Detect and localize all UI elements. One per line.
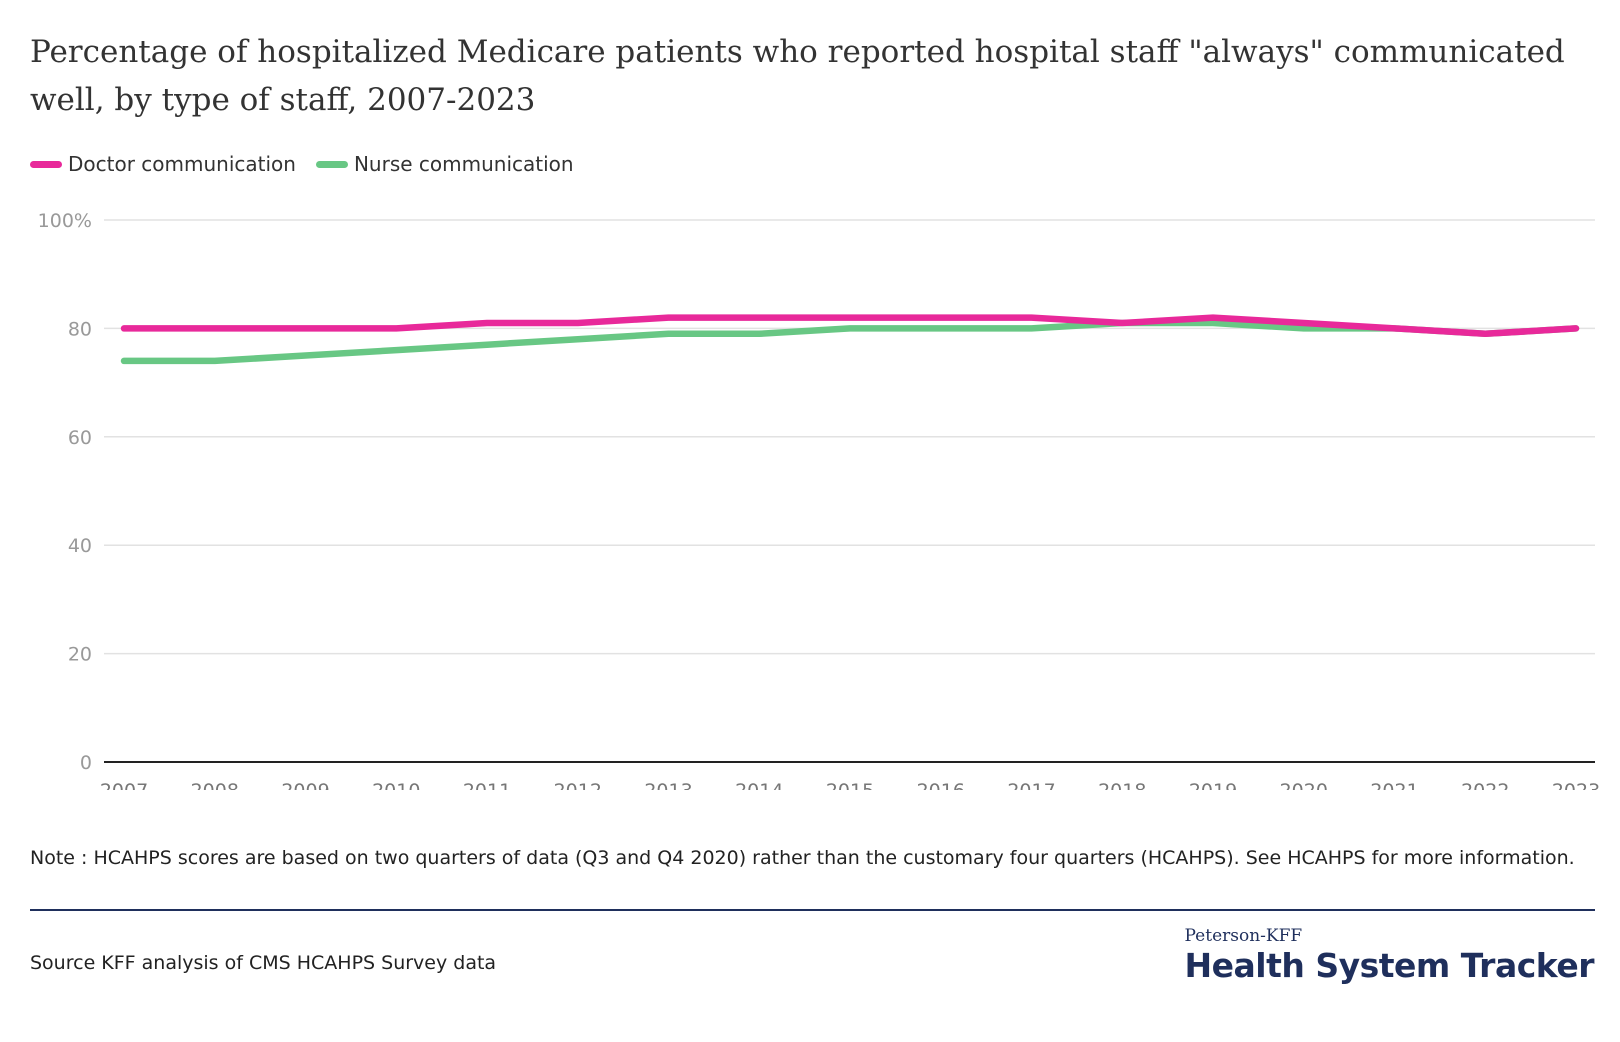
x-tick-label: 2007	[100, 780, 148, 790]
x-tick-label: 2023	[1552, 780, 1600, 790]
y-tick-label: 40	[68, 535, 92, 557]
y-tick-label: 0	[80, 752, 92, 774]
x-tick-label: 2011	[463, 780, 511, 790]
legend-label-doctor: Doctor communication	[68, 152, 296, 176]
x-tick-label: 2018	[1098, 780, 1146, 790]
y-tick-label: 20	[68, 644, 92, 666]
health-system-tracker-logo[interactable]: Peterson-KFF Health System Tracker	[1185, 926, 1595, 986]
legend-swatch-nurse	[315, 160, 348, 168]
logo-title: Health System Tracker	[1184, 946, 1595, 985]
x-tick-label: 2021	[1370, 780, 1418, 790]
x-tick-label: 2020	[1280, 780, 1328, 790]
series-line-nurse[interactable]	[120, 319, 1580, 365]
gridlines	[104, 219, 1595, 763]
x-tick-label: 2017	[1007, 780, 1055, 790]
series-lines	[120, 314, 1580, 365]
x-tick-label: 2013	[644, 780, 692, 790]
legend-item-doctor[interactable]: Doctor communication	[30, 152, 296, 176]
legend-item-nurse[interactable]: Nurse communication	[315, 152, 574, 176]
chart-note: Note : HCAHPS scores are based on two qu…	[30, 847, 1575, 869]
legend-swatch-doctor	[30, 160, 62, 168]
series-line-doctor[interactable]	[120, 314, 1580, 338]
legend-label-nurse: Nurse communication	[353, 152, 574, 176]
x-axis-ticks: 2007 2008 2009 2010 2011 2012 2013 2014 2015 2016…	[100, 780, 1600, 790]
y-tick-label: 60	[68, 427, 92, 449]
footer-divider	[30, 909, 1595, 911]
x-tick-label: 2010	[372, 780, 420, 790]
x-tick-label: 2016	[917, 780, 965, 790]
chart-source: Source KFF analysis of CMS HCAHPS Survey…	[30, 952, 497, 974]
legend: Doctor communication Nurse communication	[30, 152, 594, 176]
chart-title: Percentage of hospitalized Medicare pati…	[30, 34, 1565, 118]
y-tick-label: 100%	[38, 210, 92, 232]
x-tick-label: 2015	[826, 780, 874, 790]
y-tick-label: 80	[68, 318, 92, 340]
logo-subtitle: Peterson-KFF	[1184, 926, 1303, 946]
x-tick-label: 2022	[1461, 780, 1509, 790]
x-tick-label: 2009	[281, 780, 329, 790]
x-tick-label: 2012	[554, 780, 602, 790]
y-axis-ticks: 0 20 40 60 80 100%	[38, 210, 92, 774]
x-tick-label: 2014	[735, 780, 783, 790]
x-tick-label: 2008	[191, 780, 239, 790]
x-tick-label: 2019	[1189, 780, 1237, 790]
